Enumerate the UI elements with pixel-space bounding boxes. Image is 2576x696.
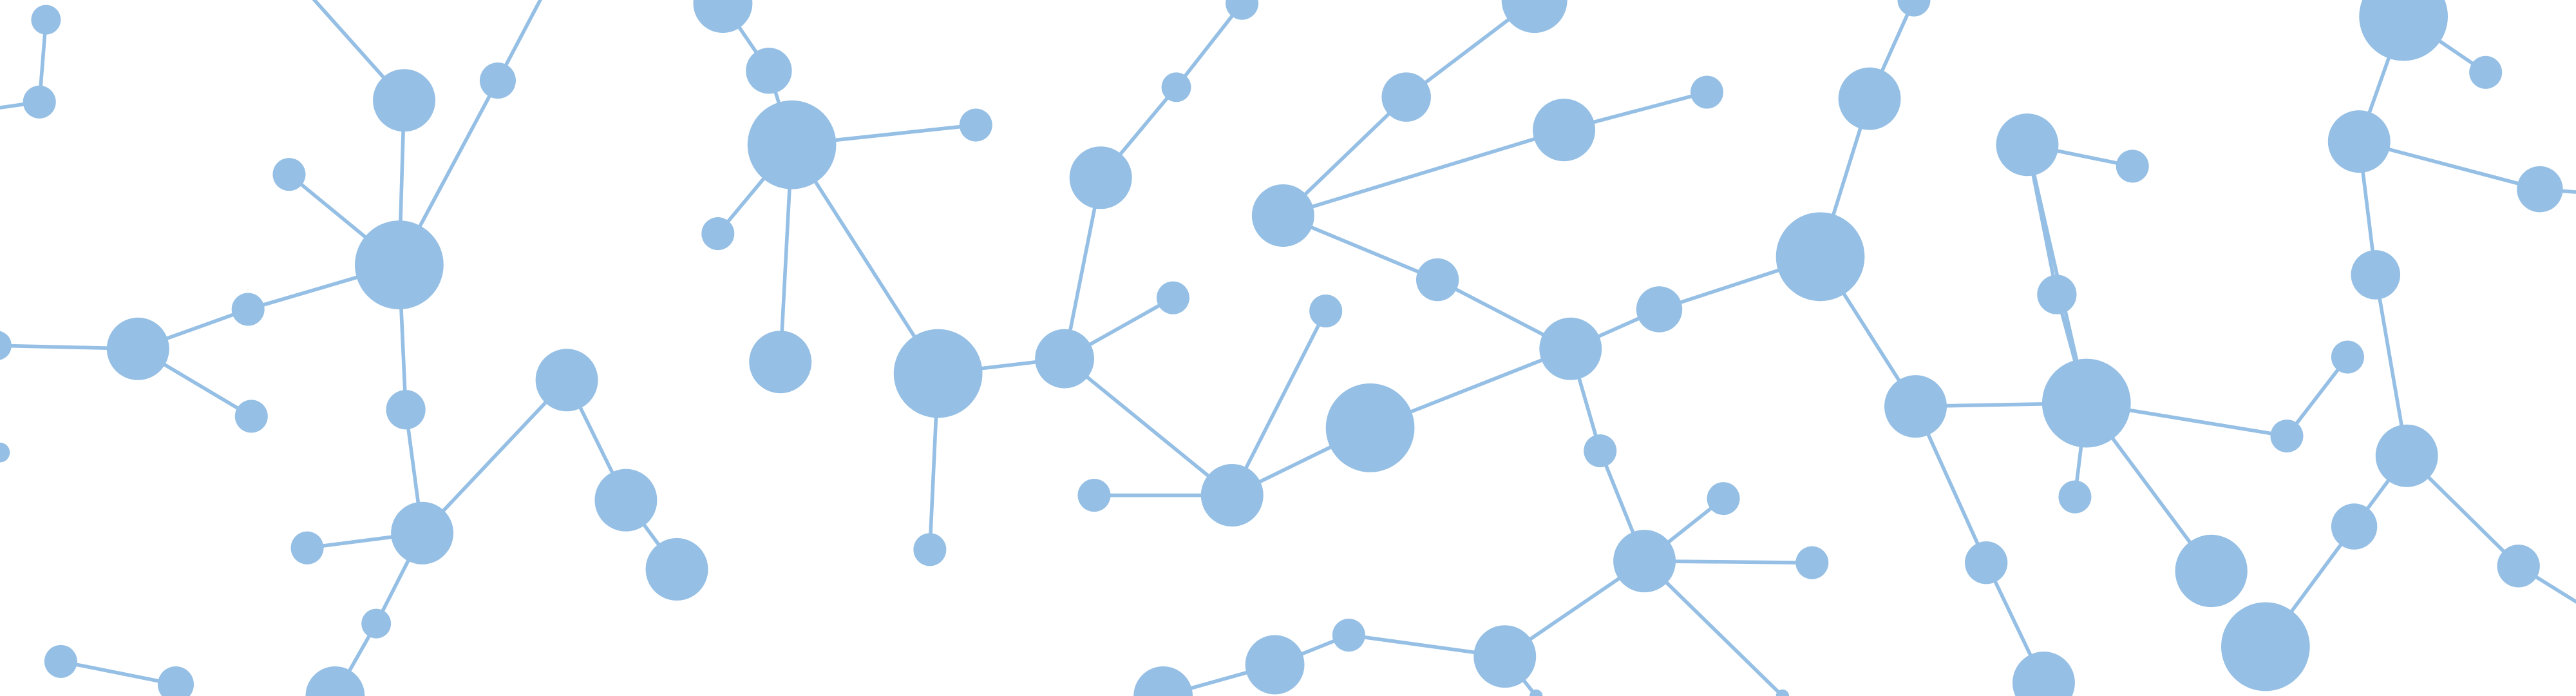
- network-node: [1332, 619, 1365, 652]
- network-node: [23, 85, 56, 119]
- network-edge: [1642, 559, 1785, 696]
- network-node: [1325, 383, 1415, 472]
- network-node: [1533, 99, 1596, 162]
- network-node: [1035, 329, 1094, 389]
- network-edge: [420, 378, 569, 536]
- network-node: [913, 533, 947, 566]
- network-edge: [790, 142, 940, 376]
- network-node: [749, 331, 812, 394]
- network-node: [1226, 0, 1259, 20]
- network-node: [1381, 72, 1431, 122]
- network-node: [479, 63, 516, 99]
- network-node: [1776, 212, 1865, 302]
- network-node: [701, 217, 735, 251]
- network-node: [106, 317, 169, 380]
- network-node: [2359, 0, 2448, 61]
- network-node: [234, 400, 268, 433]
- network-node: [1795, 546, 1829, 579]
- network-node: [959, 108, 992, 142]
- network-node: [594, 469, 658, 532]
- network-edge: [2285, 355, 2350, 438]
- network-node: [272, 158, 306, 191]
- network-node: [893, 329, 983, 418]
- network-edge: [1063, 356, 1235, 498]
- network-node: [1156, 281, 1189, 314]
- network-node: [1473, 625, 1537, 688]
- network-node: [1636, 286, 1683, 333]
- network-node: [645, 537, 708, 601]
- network-node: [2331, 503, 2378, 550]
- network-node: [1884, 375, 1947, 438]
- network-node: [231, 293, 265, 326]
- network-node: [1897, 0, 1931, 17]
- network-node: [386, 390, 426, 430]
- network-node: [535, 349, 598, 412]
- network-node: [1539, 317, 1602, 380]
- network-node: [2037, 275, 2077, 314]
- network-node: [373, 69, 436, 132]
- network-node: [1613, 530, 1676, 593]
- network-node: [1069, 146, 1132, 209]
- network-node: [1309, 295, 1343, 328]
- network-node: [1200, 464, 1264, 527]
- network-node: [2331, 340, 2364, 374]
- network-node: [1501, 0, 1567, 34]
- network-node: [391, 501, 454, 565]
- network-node: [2058, 480, 2092, 514]
- network-node: [0, 442, 10, 463]
- network-node: [2270, 420, 2304, 453]
- network-node: [2221, 602, 2310, 691]
- network-node: [1530, 689, 1543, 696]
- network-node: [746, 48, 792, 94]
- network-node: [157, 666, 194, 696]
- network-edge: [1230, 309, 1328, 498]
- network-node: [305, 666, 365, 696]
- network-node: [2327, 110, 2391, 173]
- network-node: [355, 220, 444, 309]
- network-edge: [59, 659, 178, 686]
- network-node: [693, 0, 753, 34]
- network-node: [2116, 150, 2149, 183]
- network-node: [31, 5, 61, 35]
- network-node: [2175, 534, 2248, 608]
- network-node: [2469, 55, 2503, 89]
- network-node: [2497, 545, 2540, 588]
- network-node: [1245, 635, 1305, 695]
- network-node: [1161, 72, 1191, 102]
- network-node: [290, 531, 324, 565]
- network-node: [1133, 666, 1193, 696]
- network-node: [2041, 358, 2131, 448]
- network-node: [747, 100, 837, 189]
- network-node: [1077, 478, 1111, 512]
- network-node: [1251, 184, 1314, 247]
- network-node: [361, 608, 392, 639]
- network-node: [2351, 250, 2401, 300]
- network-node: [1996, 113, 2059, 177]
- network-node: [1776, 689, 1790, 696]
- network-node: [2517, 166, 2563, 213]
- network-node: [1690, 75, 1724, 109]
- network-node: [2012, 652, 2075, 696]
- network-node: [1965, 541, 2008, 585]
- network-node: [44, 644, 77, 678]
- network-node: [1416, 258, 1459, 302]
- network-edge: [1281, 128, 1566, 218]
- network-node: [2375, 424, 2438, 487]
- network-node: [0, 331, 12, 360]
- network-node: [1707, 482, 1740, 516]
- network-edge: [1174, 1, 1244, 90]
- network-node: [1838, 67, 1901, 130]
- network-node: [1584, 434, 1617, 468]
